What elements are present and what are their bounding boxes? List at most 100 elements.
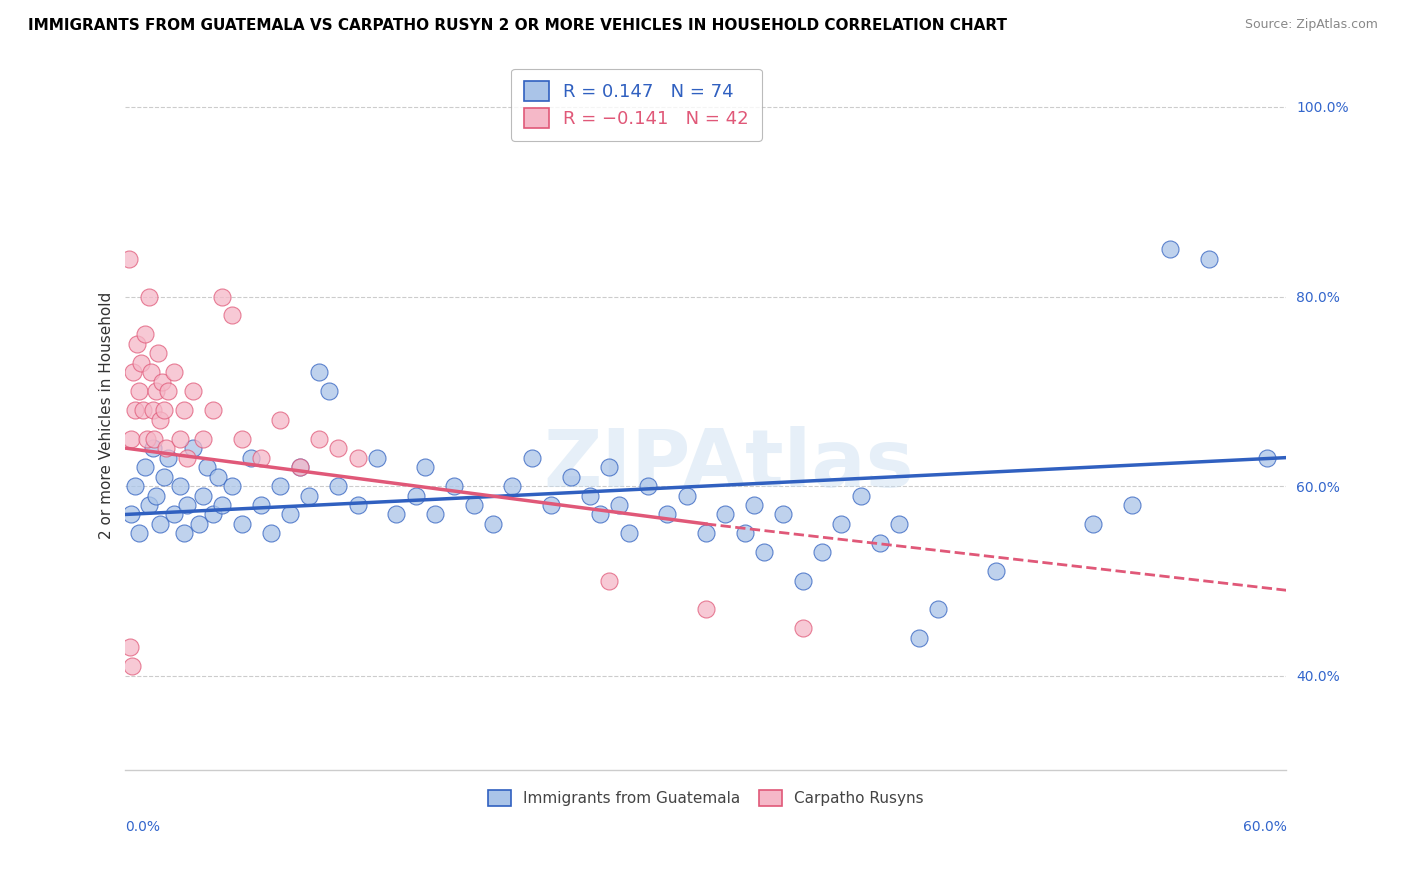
Point [181,384,204,399]
Point [188,516,211,531]
Point [207,469,229,483]
Point [259,526,281,541]
Point [231,516,253,531]
Legend: Immigrants from Guatemala, Carpatho Rusyns: Immigrants from Guatemala, Carpatho Rusy… [482,784,929,813]
Point [169,432,191,446]
Point [443,479,465,493]
Point [128,384,150,399]
Point [560,469,582,483]
Point [120,508,142,522]
Point [120,640,142,654]
Point [328,479,350,493]
Point [385,508,408,522]
Point [734,526,756,541]
Text: ZIPAtlas: ZIPAtlas [544,425,914,504]
Point [169,479,191,493]
Point [588,508,610,522]
Point [122,365,145,379]
Point [598,574,620,588]
Point [675,489,697,503]
Point [191,432,214,446]
Point [482,516,505,531]
Point [1198,252,1220,266]
Point [1159,242,1181,256]
Point [231,432,253,446]
Point [250,450,273,465]
Point [201,508,224,522]
Point [181,441,204,455]
Point [148,346,170,360]
Point [269,479,291,493]
Point [240,450,263,465]
Point [134,460,156,475]
Point [308,365,330,379]
Point [1256,450,1278,465]
Point [1121,498,1143,512]
Point [366,450,388,465]
Text: 60.0%: 60.0% [1243,820,1286,834]
Point [145,489,167,503]
Point [657,508,679,522]
Point [142,441,165,455]
Point [830,516,852,531]
Point [163,365,186,379]
Point [150,375,173,389]
Point [328,441,350,455]
Point [889,516,911,531]
Point [1081,516,1104,531]
Point [142,403,165,417]
Point [849,489,872,503]
Point [298,489,321,503]
Point [772,508,794,522]
Point [153,403,176,417]
Point [155,441,177,455]
Point [540,498,562,512]
Point [501,479,523,493]
Point [792,621,814,635]
Point [869,536,891,550]
Point [176,450,198,465]
Point [714,508,737,522]
Point [792,574,814,588]
Point [173,526,195,541]
Point [308,432,330,446]
Point [201,403,224,417]
Point [145,384,167,399]
Point [173,403,195,417]
Point [149,516,172,531]
Point [128,526,150,541]
Point [288,460,311,475]
Point [598,460,620,475]
Point [124,479,146,493]
Point [520,450,543,465]
Point [149,413,172,427]
Text: Source: ZipAtlas.com: Source: ZipAtlas.com [1244,18,1378,31]
Point [211,289,233,303]
Point [908,631,931,645]
Point [346,450,368,465]
Point [153,469,176,483]
Point [163,508,186,522]
Point [318,384,340,399]
Point [278,508,301,522]
Point [463,498,485,512]
Text: IMMIGRANTS FROM GUATEMALA VS CARPATHO RUSYN 2 OR MORE VEHICLES IN HOUSEHOLD CORR: IMMIGRANTS FROM GUATEMALA VS CARPATHO RU… [28,18,1007,33]
Point [211,498,233,512]
Point [579,489,602,503]
Point [129,356,152,370]
Point [695,526,717,541]
Point [927,602,949,616]
Point [269,413,291,427]
Point [135,432,157,446]
Point [176,498,198,512]
Point [118,252,141,266]
Point [637,479,659,493]
Point [607,498,630,512]
Point [125,337,148,351]
Point [423,508,446,522]
Point [752,545,775,559]
Point [138,289,160,303]
Point [139,365,162,379]
Point [617,526,640,541]
Point [191,489,214,503]
